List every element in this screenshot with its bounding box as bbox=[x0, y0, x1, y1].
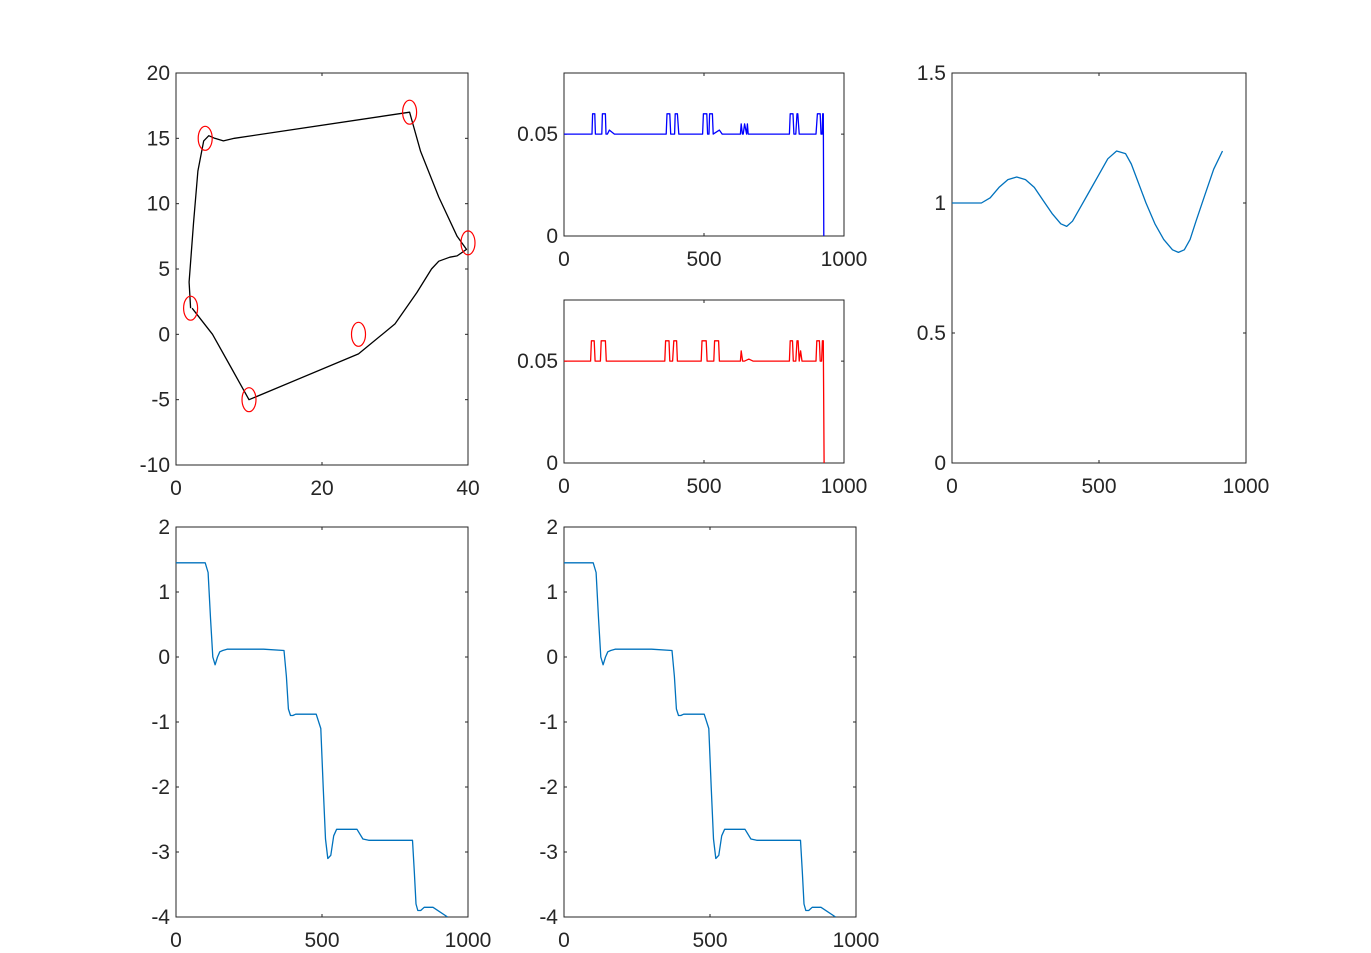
subplot-signal-blue: 0 500 1000 0 0.05 bbox=[517, 72, 868, 271]
y-tick-label: -3 bbox=[151, 841, 170, 864]
x-tick-label: 0 bbox=[946, 475, 958, 498]
y-tick-label: 20 bbox=[147, 62, 170, 85]
x-tick-label: 1000 bbox=[1223, 475, 1270, 498]
x-tick-label: 20 bbox=[310, 477, 333, 500]
y-tick-label: 5 bbox=[158, 258, 170, 281]
x-tick-label: 0 bbox=[170, 929, 182, 952]
series-line bbox=[176, 562, 448, 917]
y-tick-label: 0 bbox=[158, 646, 170, 669]
y-tick-label: -3 bbox=[539, 841, 558, 864]
y-tick-label: 1 bbox=[934, 192, 946, 215]
x-tick-label: 1000 bbox=[445, 929, 492, 952]
x-tick-label: 1000 bbox=[821, 475, 868, 498]
x-tick-label: 500 bbox=[1081, 475, 1116, 498]
waypoint-marker bbox=[197, 125, 213, 151]
y-tick-label: -1 bbox=[151, 711, 170, 734]
x-tick-label: 500 bbox=[686, 248, 721, 271]
y-tick-label: 0 bbox=[934, 452, 946, 475]
waypoint-marker bbox=[402, 99, 418, 125]
y-tick-label: -2 bbox=[539, 776, 558, 799]
x-tick-label: 500 bbox=[686, 475, 721, 498]
y-tick-label: -4 bbox=[539, 906, 558, 929]
y-tick-label: 15 bbox=[147, 127, 170, 150]
subplot-velocity: 0 500 1000 0 0.5 1 1.5 bbox=[917, 62, 1270, 498]
series-line bbox=[564, 340, 825, 463]
x-tick-label: 40 bbox=[456, 477, 479, 500]
series-line bbox=[188, 111, 468, 401]
y-tick-label: -1 bbox=[539, 711, 558, 734]
x-tick-label: 0 bbox=[558, 475, 570, 498]
x-tick-label: 0 bbox=[170, 477, 182, 500]
series-line bbox=[952, 150, 1224, 254]
x-tick-label: 1000 bbox=[833, 929, 880, 952]
y-tick-label: 0.5 bbox=[917, 322, 946, 345]
y-tick-label: -10 bbox=[140, 454, 170, 477]
y-tick-label: -2 bbox=[151, 776, 170, 799]
waypoint-marker bbox=[241, 387, 257, 413]
subplot-heading-b: 0 500 1000 -4 -3 -2 -1 0 1 2 bbox=[539, 516, 879, 952]
y-tick-label: 1.5 bbox=[917, 62, 946, 85]
waypoint-marker bbox=[460, 230, 476, 256]
subplot-path: 0 20 40 -10 -5 0 5 10 15 20 bbox=[140, 62, 480, 500]
subplot-heading-a: 0 500 1000 -4 -3 -2 -1 0 1 2 bbox=[151, 516, 491, 952]
y-tick-label: 10 bbox=[147, 193, 170, 216]
y-tick-label: 1 bbox=[158, 581, 170, 604]
y-tick-label: 1 bbox=[546, 581, 558, 604]
y-tick-label: 2 bbox=[546, 516, 558, 539]
x-tick-label: 1000 bbox=[821, 248, 868, 271]
series-line bbox=[564, 113, 825, 236]
waypoint-marker bbox=[350, 321, 367, 347]
y-tick-label: 0.05 bbox=[517, 350, 558, 373]
y-tick-label: 0 bbox=[158, 323, 170, 346]
x-tick-label: 0 bbox=[558, 929, 570, 952]
waypoint-marker bbox=[183, 295, 199, 321]
y-tick-label: 0.05 bbox=[517, 123, 558, 146]
y-tick-label: 0 bbox=[546, 225, 558, 248]
series-line bbox=[564, 562, 836, 917]
x-tick-label: 500 bbox=[304, 929, 339, 952]
y-tick-label: -4 bbox=[151, 906, 170, 929]
x-tick-label: 0 bbox=[558, 248, 570, 271]
y-tick-label: 2 bbox=[158, 516, 170, 539]
y-tick-label: 0 bbox=[546, 452, 558, 475]
x-tick-label: 500 bbox=[692, 929, 727, 952]
y-tick-label: 0 bbox=[546, 646, 558, 669]
subplot-signal-red: 0 500 1000 0 0.05 bbox=[517, 299, 868, 498]
y-tick-label: -5 bbox=[151, 389, 170, 412]
